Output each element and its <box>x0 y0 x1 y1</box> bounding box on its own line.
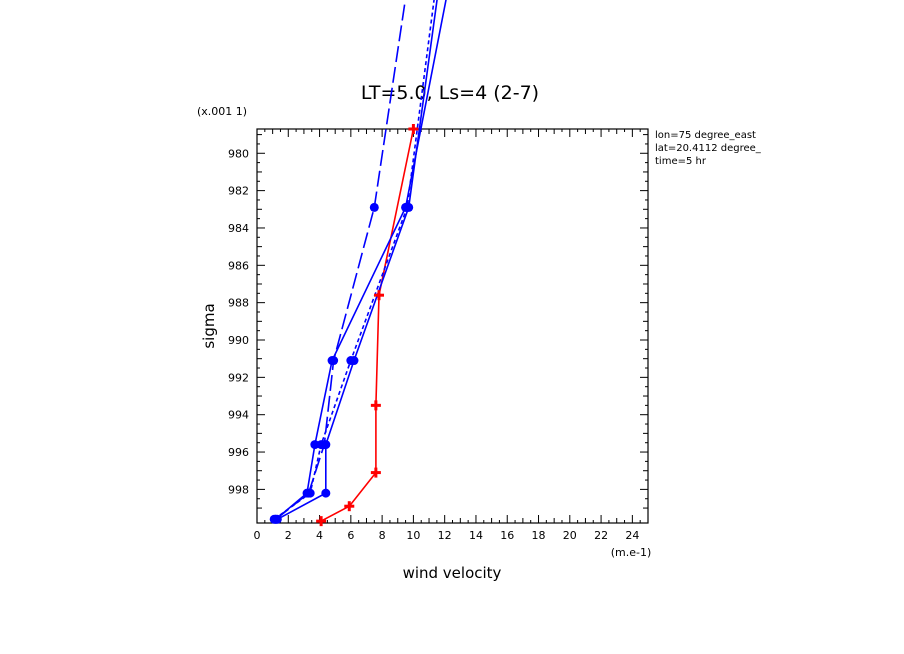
data-point <box>369 202 379 212</box>
y-tick-label: 992 <box>228 371 249 384</box>
x-tick-label: 24 <box>625 529 639 542</box>
x-tick-label: 0 <box>254 529 261 542</box>
data-point <box>310 440 320 450</box>
y-tick-label: 996 <box>228 446 249 459</box>
y-tick-label: 980 <box>228 147 249 160</box>
x-tick-label: 10 <box>406 529 420 542</box>
info-box: lon=75 degree_east lat=20.4112 degree_ t… <box>655 130 762 167</box>
data-point <box>305 488 315 498</box>
x-tick-label: 8 <box>379 529 386 542</box>
series-line-5 <box>273 0 435 520</box>
x-tick-label: 12 <box>438 529 452 542</box>
y-unit-label: (x.001 1) <box>197 105 247 118</box>
data-point <box>370 400 381 411</box>
plot-frame <box>256 128 649 524</box>
x-axis-label: wind velocity <box>403 564 502 582</box>
data-point <box>321 488 331 498</box>
data-point <box>346 356 356 366</box>
x-tick-label: 14 <box>469 529 483 542</box>
data-point <box>370 467 381 478</box>
y-tick-label: 998 <box>228 483 249 496</box>
y-tick-label: 990 <box>228 334 249 347</box>
x-tick-label: 22 <box>594 529 608 542</box>
y-tick-label: 994 <box>228 409 249 422</box>
info-line-time: time=5 hr <box>655 156 707 167</box>
y-axis-label: sigma <box>200 303 218 348</box>
data-point <box>316 516 327 527</box>
chart-title: LT=5.0, Ls=4 (2-7) <box>361 82 539 104</box>
x-tick-label: 18 <box>532 529 546 542</box>
y-tick-label: 988 <box>228 297 249 310</box>
axis-ticks <box>256 129 649 523</box>
x-tick-label: 20 <box>563 529 577 542</box>
x-tick-label: 16 <box>500 529 514 542</box>
info-line-lat: lat=20.4112 degree_ <box>655 143 762 154</box>
series-line-3 <box>276 0 438 521</box>
x-tick-label: 4 <box>316 529 323 542</box>
data-point <box>269 514 279 524</box>
x-tick-label: 2 <box>285 529 292 542</box>
data-markers <box>269 124 419 527</box>
y-tick-label: 984 <box>228 222 249 235</box>
data-point <box>402 202 412 212</box>
data-series <box>273 0 447 522</box>
y-tick-label: 986 <box>228 259 249 272</box>
info-line-lon: lon=75 degree_east <box>655 130 756 141</box>
data-point <box>373 290 384 301</box>
x-tick-label: 6 <box>347 529 354 542</box>
x-unit-label: (m.e-1) <box>611 546 652 559</box>
data-point <box>329 356 339 366</box>
y-tick-label: 982 <box>228 185 249 198</box>
axis-tick-labels: 0 2 4 6 8 10 12 14 16 18 20 22 249809829849869889909… <box>228 147 639 542</box>
data-point <box>344 501 355 512</box>
data-point <box>316 440 326 450</box>
data-point <box>408 124 419 134</box>
